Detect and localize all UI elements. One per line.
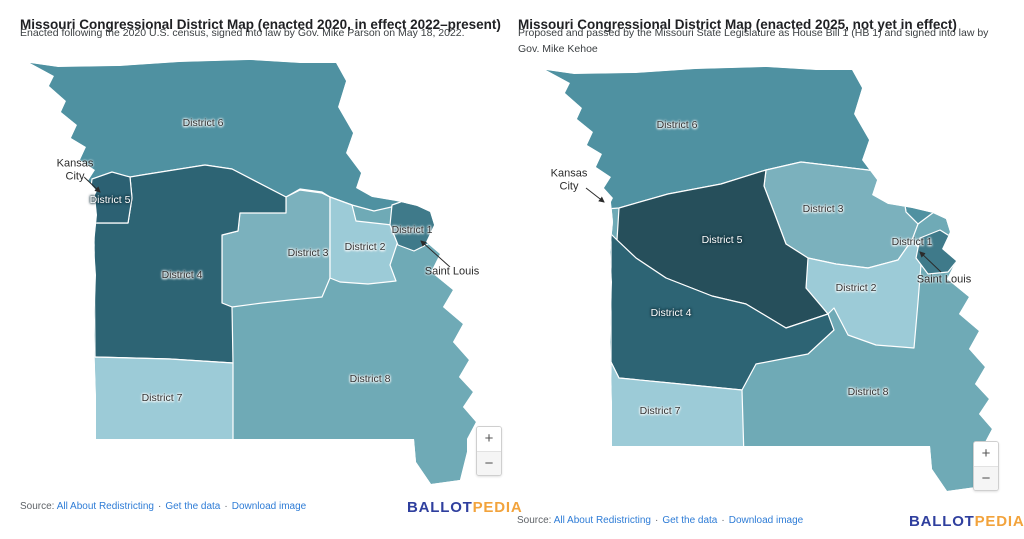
link-get-the-data[interactable]: Get the data xyxy=(165,501,221,512)
district-shape-d7[interactable] xyxy=(93,356,234,446)
city-pointer-arrow-icon xyxy=(585,187,605,203)
link-get-the-data[interactable]: Get the data xyxy=(662,515,718,526)
source-line-2025: Source: All About Redistricting · Get the … xyxy=(517,515,803,526)
source-label: Source: xyxy=(517,515,552,526)
map-title-2022: Missouri Congressional District Map (ena… xyxy=(20,17,501,33)
map-subtitle-2025: Proposed and passed by the Missouri Stat… xyxy=(518,27,989,55)
district-shape-d5[interactable] xyxy=(89,171,133,224)
link-separator: · xyxy=(157,501,162,512)
logo-ballot: BALLOT xyxy=(909,513,975,530)
zoom-control-2025: + − xyxy=(973,441,999,491)
map-title-2025: Missouri Congressional District Map (ena… xyxy=(518,17,957,33)
zoom-control-2022: + − xyxy=(476,426,502,476)
city-pointer-arrow-icon xyxy=(83,176,101,193)
district-shape-d2[interactable] xyxy=(321,192,399,285)
link-all-about-redistricting[interactable]: All About Redistricting xyxy=(56,501,154,512)
zoom-out-button[interactable]: − xyxy=(477,451,501,475)
district-shape-d1[interactable] xyxy=(915,229,961,275)
link-separator: · xyxy=(721,515,725,526)
link-download-image[interactable]: Download image xyxy=(728,515,804,526)
zoom-in-button[interactable]: + xyxy=(974,442,998,466)
source-line-2022: Source: All About Redistricting · Get the … xyxy=(20,501,306,512)
city-pointer-arrow-icon xyxy=(420,240,451,268)
ballotpedia-logo: BALLOTPEDIA xyxy=(909,513,1024,530)
logo-ballot: BALLOT xyxy=(407,499,473,516)
source-label: Source: xyxy=(20,501,55,512)
missouri-map-svg-map-2025[interactable] xyxy=(516,62,1024,502)
logo-pedia: PEDIA xyxy=(974,513,1024,530)
link-separator: · xyxy=(224,501,228,512)
logo-pedia: PEDIA xyxy=(472,499,523,516)
map-subtitle-2022: Enacted following the 2020 U.S. census, … xyxy=(20,27,465,39)
missouri-map-svg-map-2022[interactable] xyxy=(0,55,512,495)
link-all-about-redistricting[interactable]: All About Redistricting xyxy=(553,515,651,526)
link-download-image[interactable]: Download image xyxy=(231,501,307,512)
link-separator: · xyxy=(654,515,659,526)
ballotpedia-logo: BALLOTPEDIA xyxy=(407,499,522,516)
district-shape-d1[interactable] xyxy=(389,197,437,252)
city-pointer-arrow-icon xyxy=(919,251,942,273)
zoom-out-button[interactable]: − xyxy=(974,466,998,490)
zoom-in-button[interactable]: + xyxy=(477,427,501,451)
